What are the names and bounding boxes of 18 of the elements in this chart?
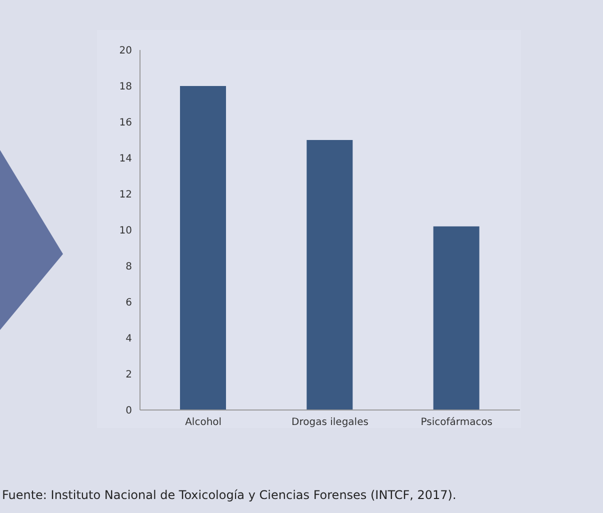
y-tick-label: 2 xyxy=(126,370,132,381)
y-tick-label: 8 xyxy=(126,262,132,273)
y-tick-label: 20 xyxy=(119,46,132,57)
bar xyxy=(306,140,353,410)
y-tick-label: 0 xyxy=(126,406,132,417)
y-tick-label: 16 xyxy=(119,118,132,129)
y-tick-label: 4 xyxy=(126,334,132,345)
x-tick-label: Psicofármacos xyxy=(420,417,493,428)
y-tick-label: 6 xyxy=(126,298,132,309)
bar xyxy=(433,226,480,410)
bar xyxy=(180,86,226,410)
y-tick-label: 12 xyxy=(119,190,132,201)
source-note: Fuente: Instituto Nacional de Toxicología y Ciencias Forenses (INTCF, 2017). xyxy=(2,488,456,502)
y-tick-label: 14 xyxy=(119,154,132,165)
x-tick-label: Alcohol xyxy=(185,417,222,428)
y-tick-label: 10 xyxy=(119,226,132,237)
x-tick-label: Drogas ilegales xyxy=(292,417,368,428)
y-tick-label: 18 xyxy=(119,82,132,93)
